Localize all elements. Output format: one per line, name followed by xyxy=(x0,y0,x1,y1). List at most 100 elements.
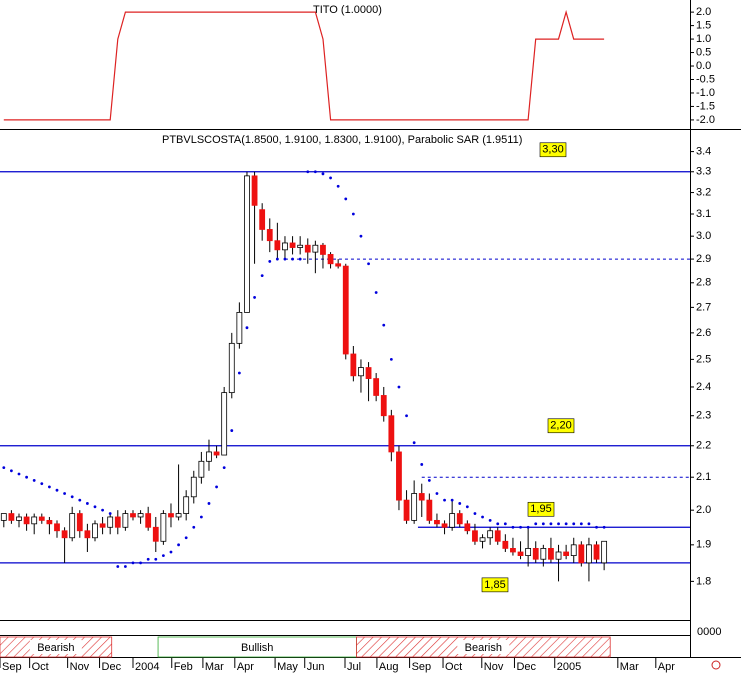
y-tick-label: 1.8 xyxy=(696,575,711,587)
candle-body xyxy=(228,342,235,394)
sar-dot xyxy=(78,498,82,502)
y-tick-label: 2.3 xyxy=(696,410,711,422)
candle-body xyxy=(92,523,98,539)
candle-body xyxy=(570,544,577,556)
candle-body xyxy=(61,530,68,539)
candle-body xyxy=(525,548,532,556)
candle-body xyxy=(46,519,53,525)
candle-body xyxy=(282,242,288,251)
level-label-box xyxy=(539,142,567,158)
x-tick-label: Oct xyxy=(445,661,462,673)
sar-dot xyxy=(405,414,408,418)
sar-dot xyxy=(306,170,310,174)
candle-body xyxy=(373,378,380,396)
y-tick-label: 2.8 xyxy=(696,277,711,289)
sar-dot xyxy=(298,257,302,261)
y-tick-label: -2.0 xyxy=(696,114,715,126)
sar-dot xyxy=(496,522,500,526)
candle-body xyxy=(84,530,91,539)
candle-body xyxy=(441,523,448,528)
sar-dot xyxy=(602,525,606,529)
candle-body xyxy=(487,530,494,539)
sar-dot xyxy=(283,257,287,261)
sar-dot xyxy=(131,561,135,565)
sar-dot xyxy=(25,475,28,479)
candle-body xyxy=(350,353,357,377)
sar-dot xyxy=(329,176,332,180)
candle-body xyxy=(418,493,425,501)
trend-label: Bearish xyxy=(37,642,74,654)
sar-dot xyxy=(161,554,165,557)
sar-dot xyxy=(488,518,492,522)
chart-title: PTBVLSCOSTA(1.8500, 1.9100, 1.8300, 1.91… xyxy=(162,134,522,146)
x-tick-label: Feb xyxy=(174,661,193,673)
candle-body xyxy=(358,367,364,377)
sar-dot xyxy=(154,557,158,561)
y-tick-label: 1.5 xyxy=(696,20,711,32)
sar-dot xyxy=(116,565,120,568)
sar-dot xyxy=(230,429,234,432)
candle-body xyxy=(548,548,554,560)
y-tick-label: 0.0 xyxy=(696,60,711,72)
indicator-line xyxy=(3,9,605,121)
sar-dot xyxy=(9,469,13,473)
candle-body xyxy=(297,244,304,248)
sar-dot xyxy=(503,522,507,526)
sar-dot xyxy=(215,485,218,489)
candle-body xyxy=(532,548,539,560)
candle-body xyxy=(266,229,273,242)
sar-dot xyxy=(101,508,104,512)
candle-body xyxy=(494,530,501,542)
y-tick-label: 2.6 xyxy=(696,327,711,339)
sar-dot xyxy=(108,512,112,515)
sar-dot xyxy=(427,479,431,482)
x-tick-label: Dec xyxy=(516,661,536,673)
sar-dot xyxy=(253,296,256,299)
x-tick-label: Nov xyxy=(70,661,90,673)
sar-dot xyxy=(199,515,203,519)
candle-body xyxy=(479,537,486,542)
sar-dot xyxy=(192,525,196,529)
sar-dot xyxy=(85,502,89,505)
trend-label-bg xyxy=(29,640,82,654)
sar-dot xyxy=(2,466,6,470)
sar-dot xyxy=(412,441,416,445)
sar-dot xyxy=(291,257,294,261)
sar-dot xyxy=(93,505,97,509)
sar-dot xyxy=(389,357,393,361)
trend-label-bg xyxy=(457,640,510,654)
sar-dot xyxy=(245,326,249,330)
sar-dot xyxy=(549,522,553,526)
x-tick-label: Mar xyxy=(620,661,639,673)
sar-dot xyxy=(557,522,560,526)
level-label: 3,30 xyxy=(542,144,563,156)
sar-dot xyxy=(526,525,530,529)
candle-body xyxy=(472,530,478,542)
candle-body xyxy=(145,513,152,528)
level-label-box xyxy=(527,501,555,517)
sar-dot xyxy=(595,525,598,529)
candle-body xyxy=(198,460,205,478)
candle-body xyxy=(76,513,83,532)
candle-body xyxy=(411,493,418,521)
sar-dot xyxy=(55,488,59,492)
sar-dot xyxy=(260,274,264,277)
sar-dot xyxy=(63,492,66,495)
sar-dot xyxy=(367,262,370,266)
candle-body xyxy=(555,551,562,560)
sar-dot xyxy=(382,323,386,327)
y-tick-label: 3.0 xyxy=(696,230,711,242)
candle-body xyxy=(137,513,144,518)
trend-label-bg xyxy=(231,640,284,654)
sar-dot xyxy=(70,495,74,499)
volume-axis-label: 0000 xyxy=(697,626,721,638)
sar-dot xyxy=(374,291,378,294)
candle-body xyxy=(175,513,182,518)
sar-dot xyxy=(435,492,439,495)
candle-body xyxy=(236,311,243,344)
candle-body xyxy=(320,244,326,255)
level-label: 1,85 xyxy=(484,579,505,591)
candle-body xyxy=(464,523,471,532)
x-tick-label: Aug xyxy=(379,661,399,673)
